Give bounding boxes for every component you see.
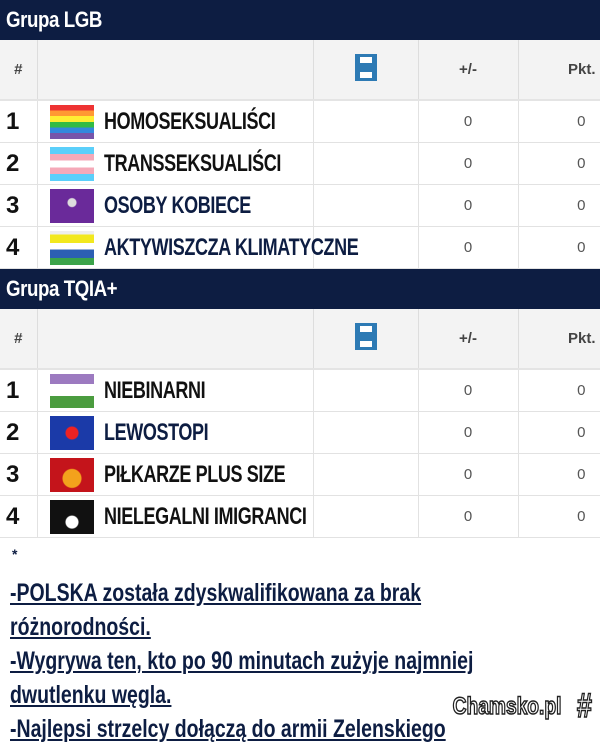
hashtag-icon: # (576, 686, 593, 726)
note-line: -POLSKA została zdyskwalifikowana za bra… (10, 579, 422, 607)
points: 0 (518, 226, 600, 269)
climate-flag-icon (49, 230, 94, 265)
diff-header[interactable]: +/- (418, 309, 519, 370)
nonbinary-flag-icon (49, 373, 94, 408)
football-pitch-icon (354, 54, 377, 81)
group-header: Grupa TQIA+ (0, 269, 600, 309)
points-header[interactable]: Pkt. (518, 309, 600, 370)
goal-diff: 0 (418, 226, 519, 269)
rank: 2 (0, 411, 38, 454)
played-header[interactable] (313, 309, 419, 370)
played (313, 369, 419, 412)
played (313, 142, 419, 185)
feminist-flag-icon (49, 188, 94, 223)
played-header[interactable] (313, 40, 419, 101)
asterisk: * (12, 546, 18, 562)
group-title: Grupa LGB (6, 7, 102, 32)
note-line: różnorodności. (10, 613, 151, 641)
played (313, 100, 419, 143)
team-name[interactable]: OSOBY KOBIECE (103, 191, 251, 219)
team-name[interactable]: NIEBINARNI (103, 376, 206, 404)
rainbow-flag-icon (49, 104, 94, 139)
table-header: # +/- Pkt. (0, 40, 600, 101)
rank: 1 (0, 369, 38, 412)
team-header (37, 40, 314, 101)
goal-diff: 0 (418, 411, 519, 454)
team-name[interactable]: HOMOSEKSUALIŚCI (103, 107, 276, 135)
notes: * -POLSKA została zdyskwalifikowana za br… (0, 538, 600, 746)
played (313, 495, 419, 538)
played (313, 411, 419, 454)
team-name[interactable]: AKTYWISZCZA KLIMATYCZNE (103, 233, 359, 261)
group-title: Grupa TQIA+ (6, 276, 118, 301)
points: 0 (518, 369, 600, 412)
points: 0 (518, 100, 600, 143)
diff-header[interactable]: +/- (418, 40, 519, 101)
black-flag-icon (49, 499, 94, 534)
played (313, 226, 419, 269)
group-header: Grupa LGB (0, 0, 600, 40)
points: 0 (518, 453, 600, 496)
transgender-flag-icon (49, 146, 94, 181)
table-header: # +/- Pkt. (0, 309, 600, 370)
team-name[interactable]: LEWOSTOPI (103, 418, 209, 446)
goal-diff: 0 (418, 184, 519, 227)
goal-diff: 0 (418, 100, 519, 143)
football-pitch-icon (354, 323, 377, 350)
rank: 3 (0, 184, 38, 227)
rank: 4 (0, 495, 38, 538)
team-name[interactable]: NIELEGALNI IMIGRANCI (103, 502, 307, 530)
team-name[interactable]: TRANSSEKSUALIŚCI (103, 149, 281, 177)
rank: 1 (0, 100, 38, 143)
note-line: dwutlenku węgla. (10, 681, 172, 709)
watermark-text: Chamsko.pl (452, 692, 562, 721)
rank-header: # (0, 309, 38, 370)
team-header (37, 309, 314, 370)
rank: 3 (0, 453, 38, 496)
team-name[interactable]: PIŁKARZE PLUS SIZE (103, 460, 286, 488)
rank: 2 (0, 142, 38, 185)
watermark-logo: Chamsko.pl # (439, 686, 594, 726)
played (313, 453, 419, 496)
goal-diff: 0 (418, 142, 519, 185)
points: 0 (518, 495, 600, 538)
goal-diff: 0 (418, 369, 519, 412)
points-header[interactable]: Pkt. (518, 40, 600, 101)
points: 0 (518, 184, 600, 227)
goal-diff: 0 (418, 495, 519, 538)
goal-diff: 0 (418, 453, 519, 496)
rank-header: # (0, 40, 38, 101)
fast-food-flag-icon (49, 457, 94, 492)
note-line: -Wygrywa ten, kto po 90 minutach zużyje … (10, 647, 474, 675)
eu-communist-flag-icon (49, 415, 94, 450)
played (313, 184, 419, 227)
rank: 4 (0, 226, 38, 269)
points: 0 (518, 411, 600, 454)
points: 0 (518, 142, 600, 185)
